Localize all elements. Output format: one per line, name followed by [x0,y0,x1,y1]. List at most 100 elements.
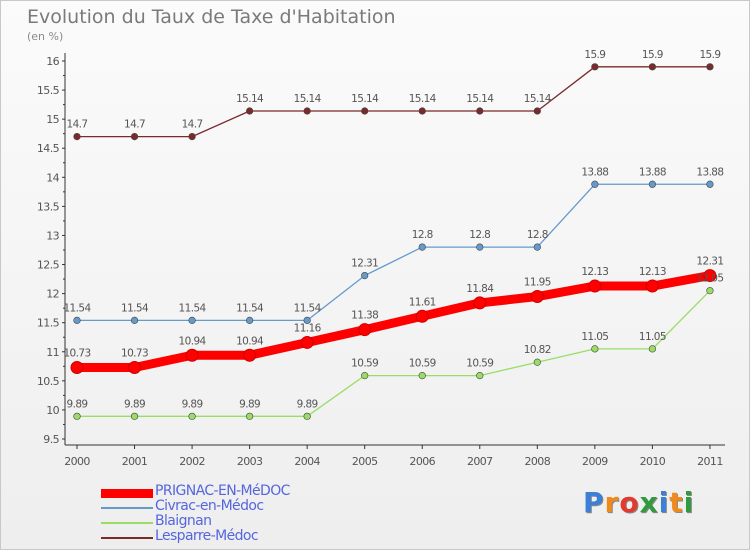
data-label: 12.13 [639,266,666,278]
data-label: 12.8 [527,229,548,241]
data-point [418,243,426,251]
data-label: 11.05 [639,331,666,343]
data-label: 13.88 [581,166,608,178]
data-point [188,316,196,324]
axes: 9.5 10 10.5 11 11.5 12 12.5 13 13.5 14 14.5 15 15.5 1… [37,53,725,468]
data-label: 9.89 [239,398,260,410]
data-point [73,316,81,324]
data-point [530,290,544,304]
data-point [73,412,81,420]
data-point [648,63,657,71]
data-point [706,287,714,295]
legend-label: Blaignan [155,513,212,529]
data-point [473,296,487,310]
data-point [303,316,311,324]
data-label: 11.54 [236,302,264,314]
data-point [303,412,311,420]
data-label: 12.05 [696,273,723,285]
data-label: 15.14 [466,93,494,105]
data-label: 15.9 [584,49,605,61]
data-point [188,133,196,141]
data-point [706,63,714,71]
data-label: 14.7 [124,119,145,131]
data-label: 9.89 [67,398,88,410]
data-label: 11.95 [524,277,551,289]
data-label: 10.94 [236,335,264,347]
data-point [533,358,541,366]
data-label: 11.38 [351,310,378,322]
y-tick-label: 10 [46,404,59,417]
legend-swatch [101,507,153,509]
data-label: 15.14 [351,93,379,105]
data-label: 10.73 [121,347,148,359]
data-label: 11.16 [294,322,322,334]
data-point [128,360,142,374]
x-tick-label: 2006 [409,455,435,468]
data-label: 11.61 [409,296,436,308]
data-point [358,323,372,337]
legend-swatch [101,489,153,498]
data-label: 10.73 [63,347,90,359]
data-point [591,180,599,188]
data-point [130,412,139,420]
data-label: 11.84 [466,283,494,295]
data-label: 15.14 [524,93,552,105]
data-point [533,107,541,115]
data-label: 14.7 [67,119,88,131]
data-point [476,243,484,251]
data-label: 15.14 [294,93,322,105]
data-label: 12.31 [696,256,723,268]
data-point [361,271,369,280]
data-point [703,269,717,283]
data-point [246,107,254,115]
legend-label: Lesparre-Médoc [155,528,259,544]
y-tick-label: 15.5 [37,84,60,97]
data-label: 9.89 [182,398,203,410]
data-point [361,107,369,115]
data-labels: 14.7 14.7 14.7 15.14 15.14 15.14 15.14 15.14 15.… [63,49,724,411]
data-label: 15.9 [699,49,720,61]
x-tick-label: 2002 [179,455,205,468]
data-point [188,412,196,420]
data-label: 9.89 [124,398,145,410]
data-label: 13.88 [696,166,723,178]
data-label: 10.59 [466,358,493,370]
data-label: 14.7 [182,119,203,131]
data-label: 12.13 [581,266,608,278]
data-point [70,360,84,374]
x-tick-label: 2008 [525,455,551,468]
y-tick-label: 14.5 [37,142,60,155]
logo-letter: t [669,486,684,519]
y-tick-label: 12 [46,288,59,301]
data-point [300,335,314,349]
data-point [361,372,369,380]
y-tick-label: 9.5 [43,433,59,446]
data-label: 11.54 [179,302,207,314]
series-line-3 [76,66,711,138]
data-label: 15.14 [236,93,264,105]
data-label: 11.05 [581,331,608,343]
x-tick-label: 2011 [697,455,723,468]
legend-swatch [101,522,153,524]
y-tick-label: 15 [46,113,59,126]
data-label: 12.8 [412,229,433,241]
logo-letter: r [604,486,620,519]
x-tick-label: 2007 [467,455,493,468]
y-tick-label: 11 [46,346,59,359]
data-point [243,348,257,362]
x-tick-label: 2009 [582,455,608,468]
data-point [303,107,311,115]
proxiti-logo: Proxiti [583,486,694,519]
series-line-1 [76,183,711,322]
data-label: 9.89 [297,398,318,410]
x-tick-label: 2004 [294,455,320,468]
chart-title: Evolution du Taux de Taxe d'Habitation [27,6,396,28]
y-tick-label: 14 [46,171,59,184]
data-point [418,107,426,115]
data-point [130,316,139,324]
data-label: 11.54 [294,302,322,314]
y-tick-label: 12.5 [37,259,60,272]
data-label: 10.82 [524,344,551,356]
x-tick-label: 2005 [352,455,378,468]
